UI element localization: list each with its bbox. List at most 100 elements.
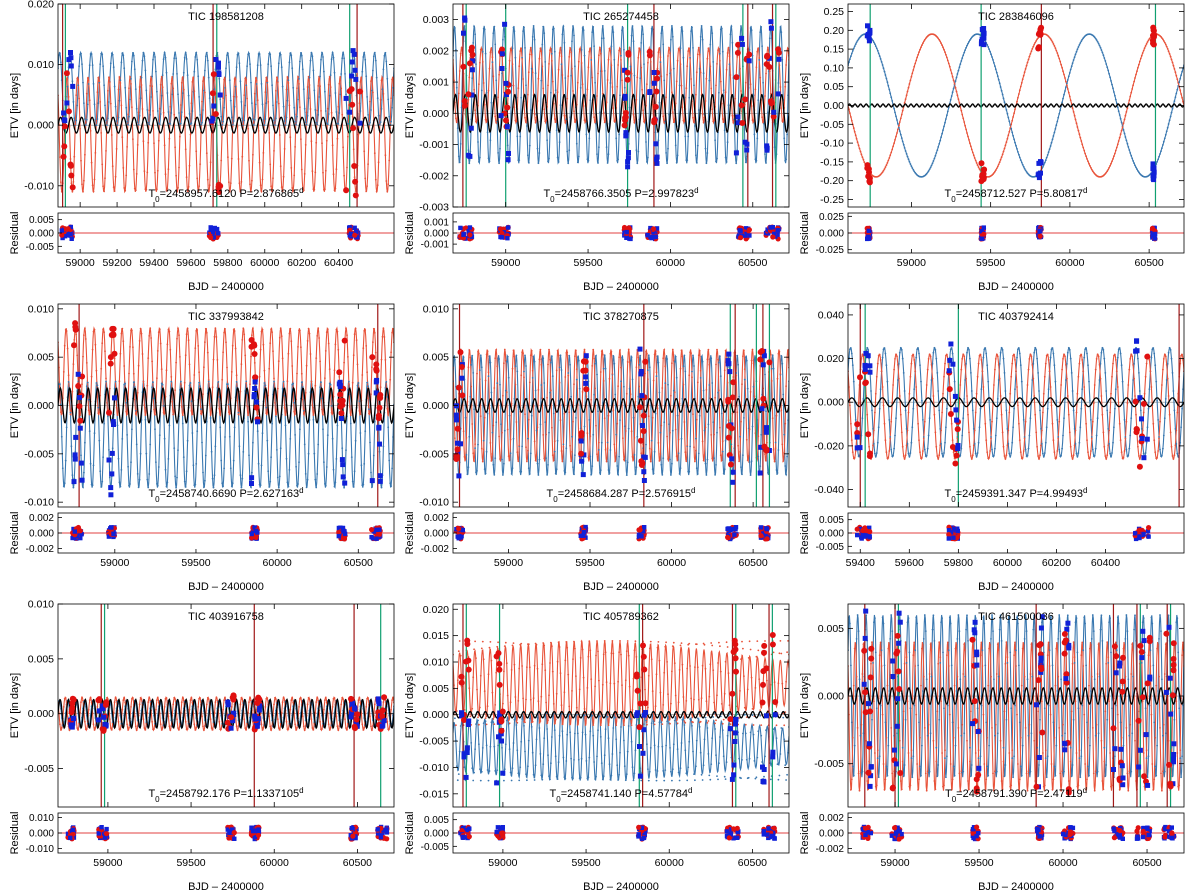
secondary-residual bbox=[1152, 236, 1158, 241]
primary-model-point bbox=[702, 459, 705, 462]
primary-model-point bbox=[761, 116, 763, 118]
primary-model-point bbox=[142, 140, 145, 143]
primary-model-point bbox=[223, 331, 226, 334]
primary-observation bbox=[1151, 31, 1158, 38]
primary-model-point bbox=[881, 386, 884, 388]
primary-model-point bbox=[251, 334, 253, 336]
primary-model-point bbox=[912, 69, 915, 71]
secondary-residual bbox=[764, 526, 770, 532]
secondary-residual bbox=[348, 231, 354, 236]
primary-model-point bbox=[283, 406, 286, 409]
primary-model-point bbox=[691, 376, 693, 379]
primary-model-point bbox=[849, 404, 851, 407]
secondary-model-point bbox=[474, 33, 476, 36]
primary-model-point bbox=[143, 404, 146, 406]
secondary-model-point bbox=[666, 358, 668, 360]
secondary-model-point bbox=[637, 395, 640, 398]
secondary-model-point bbox=[136, 121, 139, 123]
primary-residual bbox=[746, 227, 753, 233]
primary-model-point bbox=[171, 400, 174, 403]
secondary-model-point bbox=[614, 393, 617, 396]
secondary-model-point bbox=[671, 25, 673, 27]
secondary-model-point bbox=[211, 477, 214, 480]
primary-model-point bbox=[738, 460, 740, 463]
primary-model-point bbox=[562, 446, 565, 448]
secondary-model-point bbox=[629, 65, 632, 68]
primary-model-point bbox=[603, 121, 606, 124]
secondary-residual bbox=[340, 525, 346, 531]
primary-model-point bbox=[862, 355, 865, 358]
secondary-model-point bbox=[1104, 60, 1107, 62]
primary-model-point bbox=[633, 437, 636, 439]
primary-model-point bbox=[1124, 114, 1127, 117]
secondary-model-point bbox=[284, 124, 287, 126]
secondary-model-point bbox=[1181, 70, 1183, 73]
secondary-model-point bbox=[523, 26, 525, 29]
secondary-model-point bbox=[486, 412, 489, 415]
secondary-model-point bbox=[994, 68, 997, 71]
secondary-model-point bbox=[185, 470, 188, 473]
primary-model-point bbox=[856, 141, 859, 144]
secondary-model-point bbox=[111, 53, 114, 56]
primary-observation bbox=[757, 356, 764, 363]
secondary-model-point bbox=[312, 418, 315, 421]
primary-model-point bbox=[239, 190, 242, 193]
primary-model-point bbox=[996, 165, 999, 168]
primary-model-point bbox=[111, 165, 114, 168]
primary-observation bbox=[637, 437, 644, 444]
primary-model-point bbox=[857, 144, 860, 147]
secondary-residual bbox=[505, 236, 510, 241]
primary-observation bbox=[652, 103, 659, 110]
primary-model-point bbox=[713, 433, 715, 436]
primary-model-point bbox=[522, 78, 524, 80]
secondary-model-point bbox=[197, 75, 200, 78]
secondary-model-point bbox=[192, 464, 195, 467]
secondary-model-point bbox=[882, 67, 885, 70]
secondary-residual bbox=[775, 232, 780, 237]
secondary-model-point bbox=[689, 445, 691, 448]
secondary-model-point bbox=[294, 434, 296, 436]
secondary-residual bbox=[637, 533, 643, 538]
primary-model-point bbox=[232, 95, 235, 98]
secondary-model-point bbox=[777, 82, 780, 84]
primary-model-point bbox=[570, 51, 572, 54]
primary-model-point bbox=[946, 56, 948, 59]
secondary-model-point bbox=[956, 73, 959, 75]
secondary-model-point bbox=[636, 435, 639, 438]
secondary-model-point bbox=[719, 52, 721, 55]
primary-model-point bbox=[1007, 134, 1010, 137]
primary-model-point bbox=[666, 73, 668, 76]
secondary-model-point bbox=[163, 437, 166, 440]
secondary-model-point bbox=[193, 70, 196, 73]
secondary-observation bbox=[744, 147, 750, 153]
secondary-model-point bbox=[620, 380, 622, 383]
secondary-observation bbox=[764, 425, 769, 431]
secondary-model-point bbox=[130, 78, 132, 80]
secondary-model-point bbox=[538, 458, 541, 461]
primary-model-point bbox=[278, 134, 281, 136]
secondary-model-point bbox=[541, 43, 544, 46]
primary-model-point bbox=[772, 448, 775, 451]
secondary-model-point bbox=[295, 465, 297, 468]
secondary-model-point bbox=[120, 469, 123, 471]
secondary-model-point bbox=[595, 122, 597, 125]
primary-model-point bbox=[529, 46, 532, 49]
secondary-observation bbox=[625, 159, 631, 165]
secondary-model-point bbox=[300, 52, 302, 54]
secondary-model-point bbox=[172, 73, 175, 75]
secondary-model-point bbox=[181, 422, 184, 425]
secondary-model-point bbox=[558, 141, 561, 144]
secondary-model-point bbox=[269, 480, 272, 483]
primary-model-point bbox=[123, 365, 126, 367]
secondary-model-point bbox=[180, 393, 183, 396]
secondary-model-point bbox=[968, 40, 970, 43]
primary-model-point bbox=[1073, 114, 1076, 117]
primary-model-point bbox=[606, 447, 609, 450]
secondary-observation bbox=[109, 471, 115, 477]
primary-model-point bbox=[599, 46, 601, 49]
primary-model-point bbox=[231, 344, 234, 347]
secondary-model-point bbox=[233, 426, 236, 429]
primary-model-point bbox=[131, 329, 133, 332]
primary-model-point bbox=[180, 406, 183, 408]
